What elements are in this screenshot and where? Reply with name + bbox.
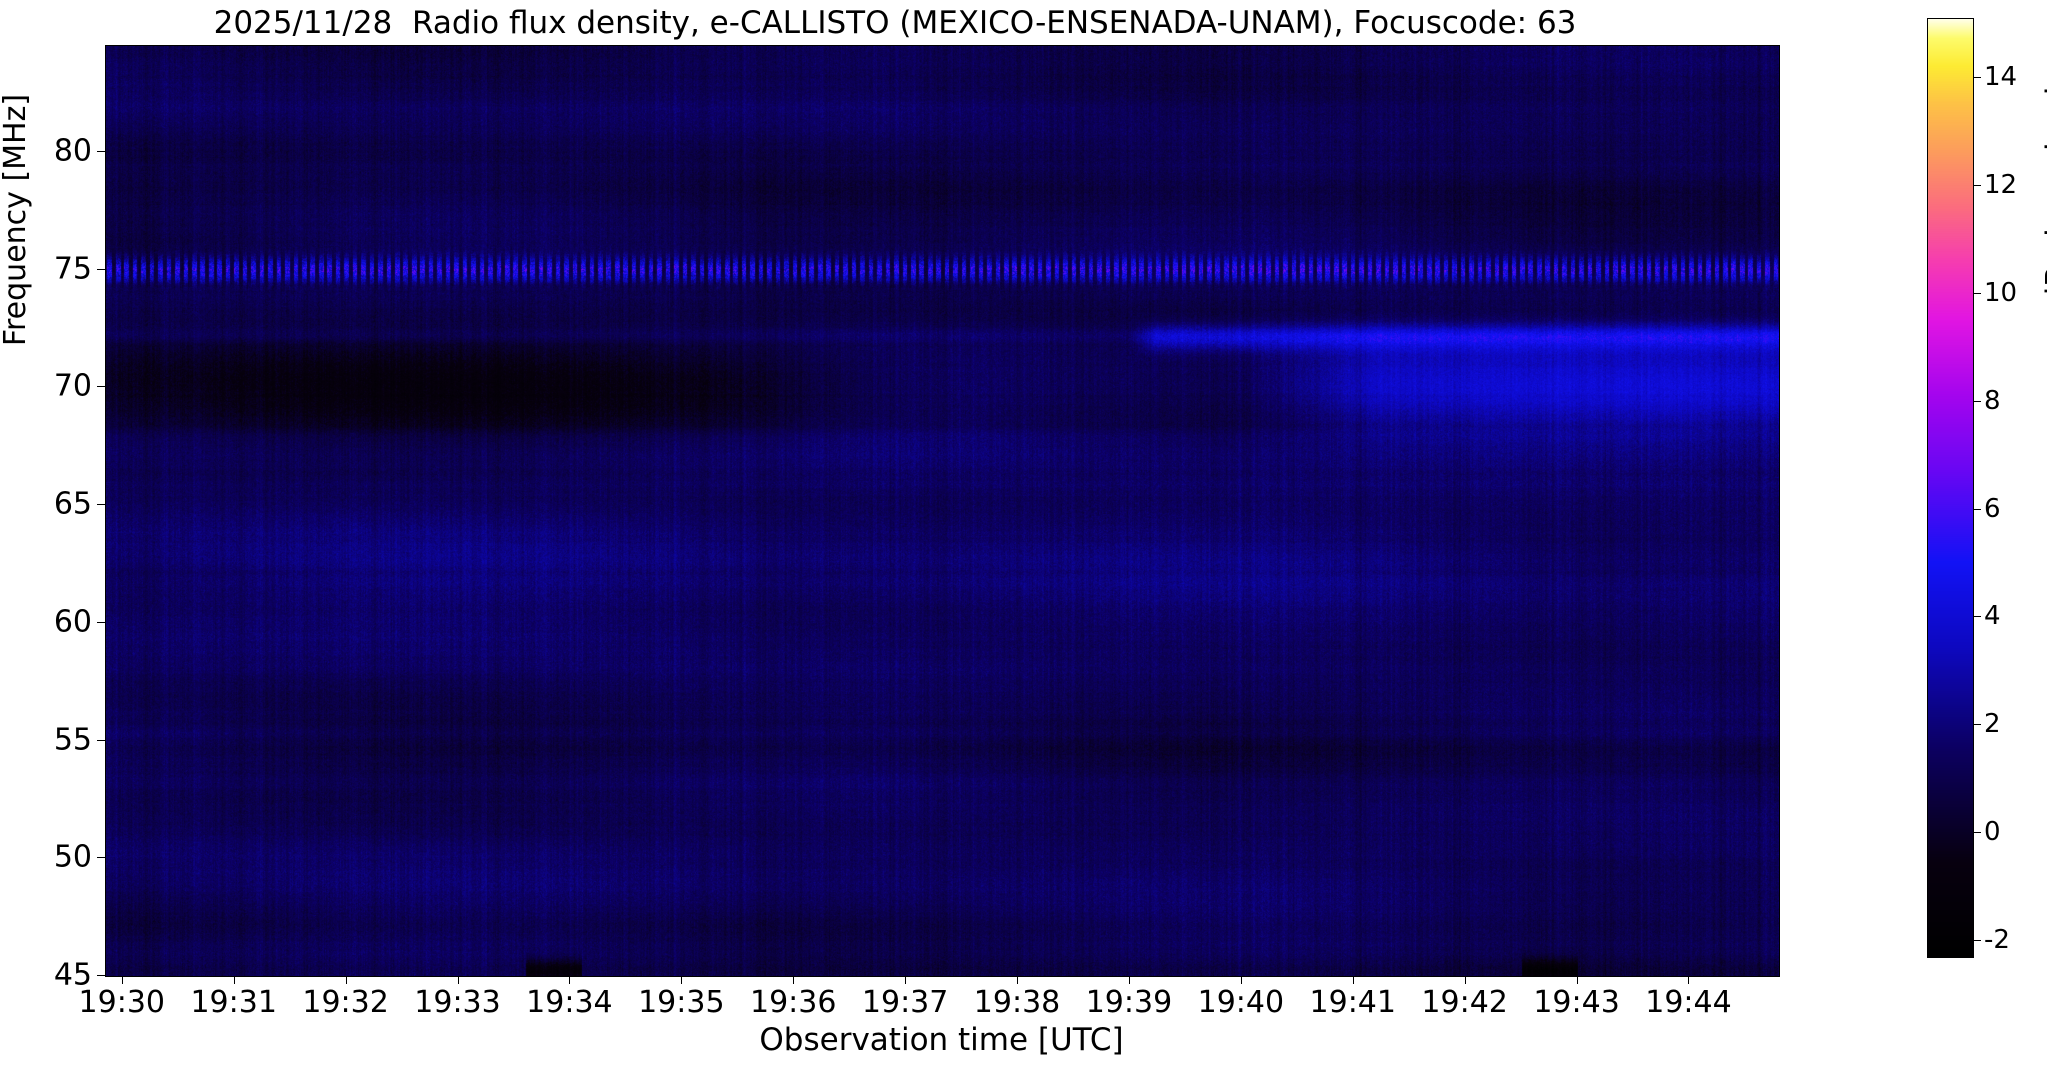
x-tick-label-19-41: 19:41 xyxy=(1309,985,1396,1020)
x-tick-label-19-33: 19:33 xyxy=(414,985,501,1020)
figure-title: 2025/11/28 Radio flux density, e-CALLIST… xyxy=(213,5,1577,41)
colorbar-tick-mark xyxy=(1973,832,1981,833)
x-tick-label-19-32: 19:32 xyxy=(302,985,389,1020)
x-tick-label-19-44: 19:44 xyxy=(1645,985,1732,1020)
colorbar-tick-marks xyxy=(1973,18,1982,956)
y-tick-label-45: 45 xyxy=(53,957,92,993)
colorbar-tick-mark xyxy=(1973,616,1981,618)
y-tick-label-70: 70 xyxy=(53,368,92,404)
y-axis-tick-marks xyxy=(97,45,106,976)
colorbar-tick-label-14: 14 xyxy=(1984,62,2018,93)
x-tick-label-19-40: 19:40 xyxy=(1197,985,1285,1020)
y-tick-mark xyxy=(97,150,105,152)
x-tick-mark xyxy=(1464,976,1466,984)
y-tick-label-60: 60 xyxy=(53,604,92,640)
colorbar-tick-mark xyxy=(1973,724,1981,726)
y-tick-label-55: 55 xyxy=(53,722,92,758)
colorbar-tick-mark xyxy=(1973,292,1981,294)
colorbar-tick-label-2: 2 xyxy=(1984,709,2001,740)
x-tick-mark xyxy=(121,976,123,984)
x-tick-mark xyxy=(1352,976,1354,984)
colorbar-tick-mark xyxy=(1973,939,1981,941)
x-tick-mark xyxy=(569,976,571,984)
x-axis-label: Observation time [UTC] xyxy=(759,1022,1124,1058)
x-tick-mark xyxy=(681,976,683,984)
colorbar-tick-label-8: 8 xyxy=(1984,385,2001,416)
colorbar-tick-mark xyxy=(1973,77,1981,79)
colorbar-label: dB above background xyxy=(2040,0,2047,307)
x-tick-label-19-43: 19:43 xyxy=(1533,985,1620,1020)
spectrogram-image[interactable] xyxy=(106,46,1779,976)
x-axis-tick-marks xyxy=(105,976,1778,985)
x-axis-tick-labels: 19:30 19:31 19:32 19:33 19:34 19:35 19:36 19:37… xyxy=(79,985,1778,1025)
y-tick-mark xyxy=(97,504,105,506)
y-tick-label-65: 65 xyxy=(53,486,92,522)
x-tick-mark xyxy=(1688,976,1690,984)
x-tick-mark xyxy=(793,976,795,984)
x-tick-mark xyxy=(1576,976,1578,984)
colorbar-tick-label-10: 10 xyxy=(1984,277,2018,308)
y-tick-mark xyxy=(97,739,105,741)
y-tick-mark xyxy=(97,386,105,388)
x-tick-mark xyxy=(457,976,459,984)
x-tick-mark xyxy=(905,976,907,984)
colorbar-tick-mark xyxy=(1973,508,1981,510)
y-tick-label-80: 80 xyxy=(53,133,92,169)
y-tick-mark xyxy=(97,268,105,270)
y-tick-label-75: 75 xyxy=(53,251,92,287)
x-tick-mark xyxy=(1017,976,1019,984)
x-tick-mark xyxy=(233,976,235,984)
colorbar-tick-label-6: 6 xyxy=(1984,493,2001,524)
colorbar-axes[interactable] xyxy=(1927,18,1974,958)
colorbar-gradient xyxy=(1928,19,1973,957)
x-tick-mark xyxy=(345,976,347,984)
colorbar-tick-label-neg2: -2 xyxy=(1984,924,2010,955)
y-tick-mark xyxy=(97,857,105,859)
colorbar-tick-mark xyxy=(1973,400,1981,402)
x-tick-label-19-31: 19:31 xyxy=(190,985,277,1020)
colorbar-tick-label-12: 12 xyxy=(1984,170,2018,201)
x-tick-label-19-37: 19:37 xyxy=(861,985,949,1020)
x-tick-label-19-35: 19:35 xyxy=(638,985,725,1020)
x-tick-label-19-38: 19:38 xyxy=(973,985,1061,1020)
x-tick-label-19-39: 19:39 xyxy=(1085,985,1173,1020)
y-tick-mark xyxy=(97,975,105,976)
x-tick-label-19-36: 19:36 xyxy=(749,985,837,1020)
x-tick-label-19-30: 19:30 xyxy=(78,985,166,1020)
colorbar-tick-label-4: 4 xyxy=(1984,601,2001,632)
x-tick-label-19-42: 19:42 xyxy=(1421,985,1508,1020)
x-tick-mark xyxy=(1240,976,1242,984)
x-tick-label-19-34: 19:34 xyxy=(526,985,613,1020)
colorbar-tick-labels: -2 0 2 4 6 8 10 12 14 xyxy=(1984,18,2044,956)
y-axis-tick-labels: 80 75 70 65 60 55 50 45 xyxy=(0,45,92,992)
y-tick-mark xyxy=(97,621,105,623)
colorbar-tick-label-0: 0 xyxy=(1984,817,2001,847)
y-tick-label-50: 50 xyxy=(53,839,92,875)
x-tick-mark xyxy=(1128,976,1130,984)
spectrogram-axes[interactable] xyxy=(105,45,1780,977)
colorbar-tick-mark xyxy=(1973,185,1981,187)
